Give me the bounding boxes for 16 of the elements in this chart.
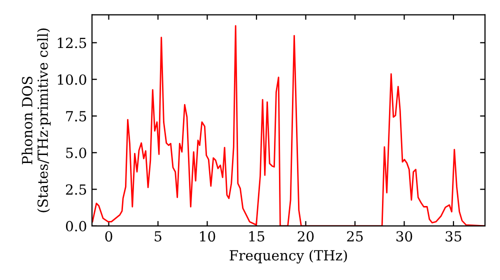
y-tick-label: 2.5: [66, 184, 86, 195]
x-tick-label: 35: [446, 231, 462, 242]
x-tick-label: 10: [200, 231, 216, 242]
y-tick-label: 10.0: [58, 74, 86, 85]
x-tick-label: 30: [396, 231, 412, 242]
x-tick-label: 15: [249, 231, 264, 242]
y-tick-label: 5.0: [66, 148, 86, 158]
x-tick-label: 25: [347, 231, 363, 242]
x-tick-label: 20: [298, 231, 314, 242]
x-axis-title: Frequency (THz): [230, 250, 347, 264]
y-axis-title: Phonon DOS (States/THz·primitive cell): [22, 28, 51, 212]
x-tick-label: 0: [105, 231, 112, 242]
y-tick-label: 12.5: [58, 38, 86, 48]
y-tick-label: 0.0: [66, 220, 86, 232]
x-tick-label: 5: [154, 231, 162, 242]
y-tick-label: 7.5: [66, 111, 86, 122]
